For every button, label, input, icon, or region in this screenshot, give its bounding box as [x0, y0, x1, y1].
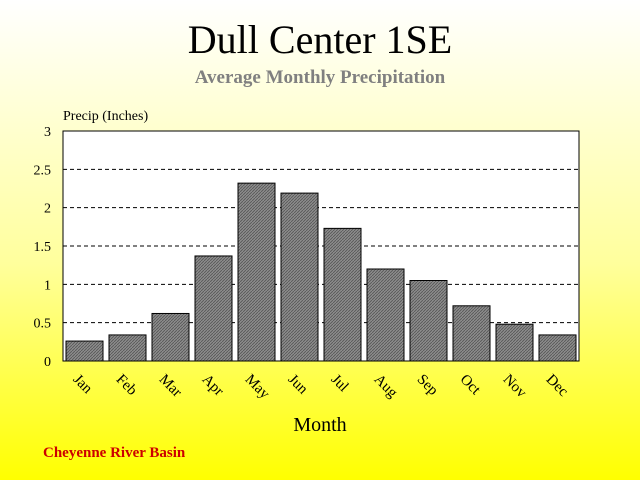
- y-tick-label: 1: [44, 278, 51, 293]
- bar-oct: [452, 305, 491, 362]
- y-tick-label: 3: [44, 125, 51, 140]
- y-axis-label: Precip (Inches): [63, 109, 149, 124]
- y-tick-label: 2: [44, 202, 51, 217]
- bars: [65, 182, 577, 362]
- x-tick-label: May: [242, 372, 273, 403]
- x-tick-label: Feb: [113, 372, 140, 399]
- bar-mar: [151, 312, 190, 362]
- x-tick-labels: Jan Feb Mar Apr May Jun Jul Aug Sep Oct Nov Dec: [70, 372, 572, 403]
- x-tick-label: Jul: [328, 372, 352, 396]
- chart-subtitle: Average Monthly Precipitation: [194, 67, 446, 88]
- x-tick-label: Sep: [414, 372, 441, 399]
- chart-title: Dull Center 1SE: [187, 17, 453, 62]
- y-tick-label: 0: [44, 355, 51, 370]
- x-tick-label: Nov: [500, 372, 530, 402]
- bar-nov: [495, 323, 534, 362]
- y-tick-labels: 0 0.5 1 1.5 2 2.5 3: [34, 125, 52, 370]
- x-tick-label: Apr: [199, 372, 227, 400]
- bar-may: [237, 182, 276, 362]
- bar-dec: [538, 334, 577, 362]
- x-tick-label: Aug: [371, 372, 401, 402]
- gridlines: [63, 168, 579, 324]
- bar-apr: [194, 255, 233, 362]
- bar-aug: [366, 268, 405, 362]
- x-tick-label: Jun: [285, 372, 311, 398]
- y-tick-label: 2.5: [34, 163, 52, 178]
- bar-jan: [65, 340, 104, 362]
- x-axis-label: Month: [293, 414, 347, 436]
- bar-jul: [323, 227, 362, 362]
- x-tick-label: Dec: [543, 372, 572, 401]
- x-tick-label: Jan: [70, 372, 96, 398]
- y-tick-label: 1.5: [34, 240, 52, 255]
- bar-feb: [108, 334, 147, 362]
- bar-sep: [409, 280, 448, 362]
- basin-label: Cheyenne River Basin: [43, 445, 186, 461]
- y-tick-label: 0.5: [34, 317, 52, 332]
- x-tick-label: Oct: [457, 372, 484, 399]
- bar-jun: [280, 192, 319, 362]
- x-tick-label: Mar: [156, 372, 185, 401]
